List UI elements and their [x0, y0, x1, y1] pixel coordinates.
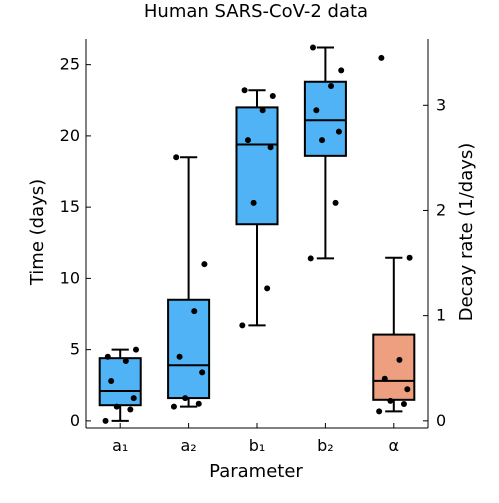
left-y-tick-label: 20 [60, 126, 80, 145]
data-point [250, 199, 257, 206]
chart-title: Human SARS-CoV-2 data [144, 1, 368, 22]
data-point [173, 154, 180, 161]
data-point [127, 406, 134, 413]
data-point [259, 107, 266, 114]
data-point [133, 346, 140, 353]
data-point [264, 285, 271, 292]
box-3 [303, 80, 347, 157]
right-y-tick-label: 2 [436, 200, 446, 219]
data-point [328, 83, 335, 90]
right-y-tick-label: 1 [436, 306, 446, 325]
data-point [176, 353, 183, 360]
data-point [338, 67, 345, 74]
data-point [335, 128, 342, 135]
x-tick-label: a₂ [180, 436, 196, 455]
data-point [400, 401, 407, 408]
left-y-tick-label: 5 [70, 340, 80, 359]
data-point [130, 395, 137, 402]
data-point [201, 261, 208, 268]
data-point [267, 144, 274, 151]
data-point [404, 386, 411, 393]
data-point [239, 322, 246, 329]
x-tick-label: a₁ [112, 436, 128, 455]
data-point [241, 87, 248, 94]
data-point [396, 356, 403, 363]
data-point [195, 400, 202, 407]
left-y-tick-label: 25 [60, 55, 80, 74]
data-point [102, 417, 109, 424]
plot-area: 0 5 10 15 20 25 0 1 2 3 a₁ a₂ b₁ b₂ α [60, 39, 446, 455]
data-point [309, 44, 316, 51]
data-point [387, 397, 394, 404]
data-point [108, 377, 115, 384]
data-point [269, 92, 276, 99]
data-point [170, 403, 177, 410]
left-y-tick-label: 10 [60, 268, 80, 287]
data-point [244, 137, 251, 144]
left-y-tick-label: 15 [60, 197, 80, 216]
x-axis-title: Parameter [209, 461, 303, 482]
x-tick-label: b₂ [317, 436, 334, 455]
data-point [307, 255, 314, 262]
data-point [182, 395, 189, 402]
right-y-tick-label: 0 [436, 411, 446, 430]
data-point [319, 137, 326, 144]
data-point [376, 408, 383, 415]
data-point [113, 403, 120, 410]
box-2 [235, 106, 279, 226]
box-1 [167, 298, 211, 400]
left-y-tick-label: 0 [70, 411, 80, 430]
data-point [122, 358, 129, 365]
data-point [378, 54, 385, 61]
data-point [191, 308, 198, 315]
data-point [381, 375, 388, 382]
data-point [406, 254, 413, 261]
data-point [313, 107, 320, 114]
data-point [104, 353, 111, 360]
left-y-axis-title: Time (days) [27, 179, 48, 286]
x-tick-label: α [389, 436, 400, 455]
data-point [332, 199, 339, 206]
right-y-axis-title: Decay rate (1/days) [456, 143, 477, 322]
data-point [199, 369, 206, 376]
right-y-tick-label: 3 [436, 95, 446, 114]
x-tick-label: b₁ [249, 436, 266, 455]
